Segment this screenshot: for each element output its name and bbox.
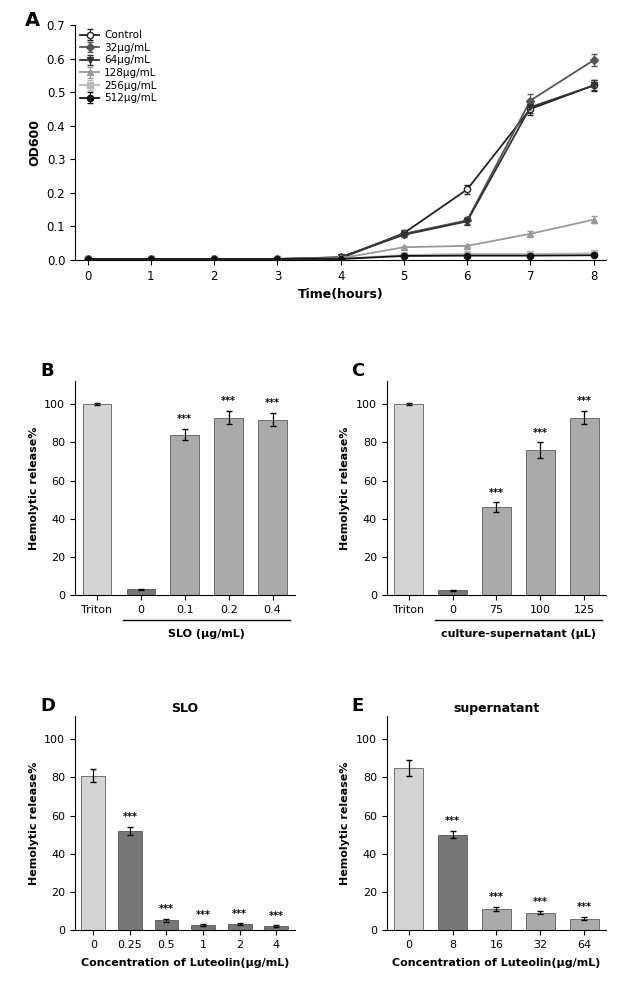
Text: ***: ***: [533, 428, 548, 438]
Text: ***: ***: [232, 909, 247, 919]
Text: ***: ***: [269, 911, 284, 921]
Title: supernatant: supernatant: [453, 702, 539, 715]
Text: B: B: [40, 362, 54, 380]
Bar: [154, 920, 178, 930]
Bar: [394, 768, 423, 930]
Bar: [394, 404, 423, 595]
Title: SLO: SLO: [171, 702, 198, 715]
Text: ***: ***: [577, 902, 592, 912]
Bar: [171, 435, 199, 595]
Text: culture-supernatant (μL): culture-supernatant (μL): [441, 629, 596, 639]
Text: ***: ***: [445, 816, 460, 826]
Bar: [258, 420, 287, 595]
Text: E: E: [352, 697, 364, 715]
Text: ***: ***: [177, 414, 192, 424]
Text: ***: ***: [159, 904, 174, 914]
Bar: [526, 450, 554, 595]
Bar: [127, 589, 155, 595]
Bar: [81, 776, 105, 930]
Text: ***: ***: [122, 812, 138, 822]
Text: ***: ***: [489, 488, 504, 498]
Text: ***: ***: [577, 396, 592, 406]
Bar: [570, 919, 599, 930]
Y-axis label: Hemolytic release%: Hemolytic release%: [29, 426, 39, 550]
Text: ***: ***: [489, 892, 504, 902]
Bar: [191, 925, 215, 930]
X-axis label: Time(hours): Time(hours): [298, 288, 384, 301]
Y-axis label: Hemolytic release%: Hemolytic release%: [341, 426, 351, 550]
Y-axis label: OD600: OD600: [28, 119, 41, 166]
Y-axis label: Hemolytic release%: Hemolytic release%: [29, 762, 39, 885]
Text: C: C: [352, 362, 365, 380]
Bar: [526, 913, 554, 930]
Y-axis label: Hemolytic release%: Hemolytic release%: [341, 762, 351, 885]
Bar: [482, 507, 511, 595]
Bar: [264, 926, 288, 930]
Text: ***: ***: [265, 398, 280, 408]
Text: SLO (μg/mL): SLO (μg/mL): [168, 629, 245, 639]
Text: A: A: [24, 11, 39, 30]
Bar: [228, 924, 251, 930]
Legend: Control, 32μg/mL, 64μg/mL, 128μg/mL, 256μg/mL, 512μg/mL: Control, 32μg/mL, 64μg/mL, 128μg/mL, 256…: [80, 30, 157, 103]
Text: ***: ***: [196, 910, 211, 920]
Bar: [438, 835, 467, 930]
Text: D: D: [40, 697, 55, 715]
Bar: [82, 404, 111, 595]
X-axis label: Concentration of Luteolin(μg/mL): Concentration of Luteolin(μg/mL): [392, 958, 601, 968]
Bar: [570, 418, 599, 595]
Text: ***: ***: [221, 396, 236, 406]
Bar: [118, 831, 142, 930]
Bar: [482, 909, 511, 930]
Text: ***: ***: [533, 897, 548, 907]
X-axis label: Concentration of Luteolin(μg/mL): Concentration of Luteolin(μg/mL): [81, 958, 289, 968]
Bar: [438, 590, 467, 595]
Bar: [214, 418, 243, 595]
